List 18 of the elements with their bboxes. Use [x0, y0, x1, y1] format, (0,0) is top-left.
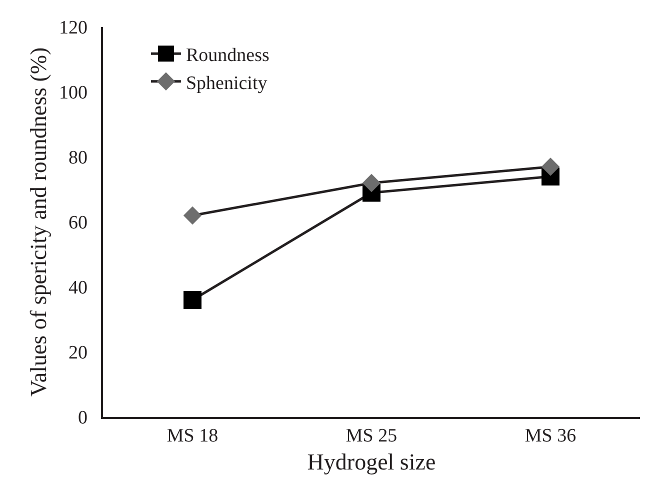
x-axis-title: Hydrogel size [307, 450, 436, 475]
y-tick-label: 100 [58, 82, 88, 104]
y-tick-label: 0 [78, 408, 88, 429]
x-tick-label: MS 25 [346, 426, 398, 447]
y-axis-title: Values of spericity and roundness (%) [26, 47, 51, 397]
x-tick-label: MS 36 [524, 426, 576, 447]
point [183, 206, 202, 225]
y-tick-label: 20 [68, 342, 88, 364]
y-tick-label: 80 [68, 148, 88, 169]
point [541, 158, 560, 176]
legend-label: Sphenicity [186, 72, 268, 94]
legend-label: Roundness [186, 45, 270, 66]
x-tick-label: MS 18 [166, 426, 218, 447]
y-tick-label: 120 [58, 18, 88, 39]
point [184, 291, 202, 309]
y-tick-label: 40 [68, 278, 88, 299]
point [362, 174, 381, 192]
y-tick-label: 60 [68, 212, 88, 234]
